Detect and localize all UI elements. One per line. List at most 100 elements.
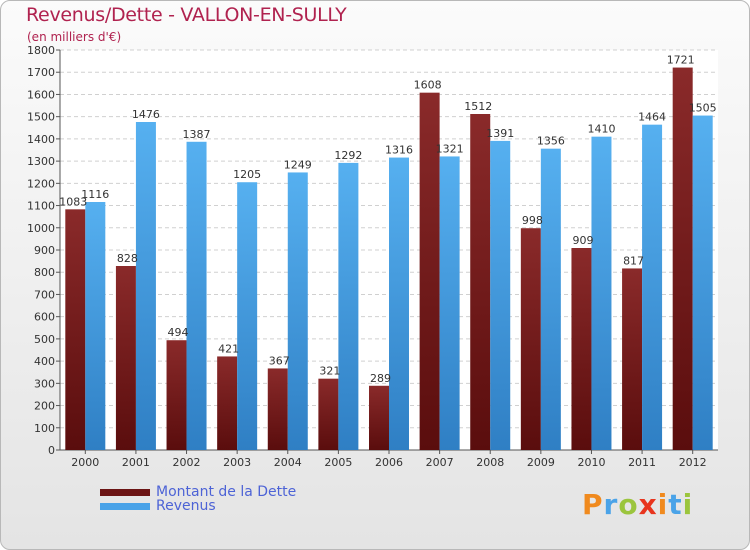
x-tick-label: 2005 — [324, 456, 352, 469]
y-tick-label: 400 — [34, 355, 55, 368]
data-label: 1721 — [667, 54, 695, 67]
data-label: 1512 — [464, 100, 492, 113]
x-tick-label: 2009 — [527, 456, 555, 469]
bar-revenus — [692, 115, 713, 451]
y-tick-label: 900 — [34, 244, 55, 257]
logo-letter: r — [603, 488, 619, 521]
x-tick-label: 2002 — [173, 456, 201, 469]
logo-letter: P — [582, 488, 604, 521]
logo-letter: o — [618, 488, 639, 521]
y-tick-label: 0 — [48, 444, 55, 457]
y-tick-label: 1500 — [27, 111, 55, 124]
data-label: 367 — [269, 354, 290, 367]
y-tick-label: 300 — [34, 377, 55, 390]
proxiti-logo: Proxiti — [582, 488, 693, 521]
data-label: 1116 — [81, 188, 109, 201]
bar-dette — [470, 114, 491, 450]
legend-swatch-revenus — [100, 503, 150, 510]
data-label: 998 — [522, 214, 543, 227]
data-label: 1391 — [486, 127, 514, 140]
bar-dette — [318, 378, 339, 450]
data-label: 909 — [572, 234, 593, 247]
bar-revenus — [237, 182, 258, 450]
legend-label-dette: Montant de la Dette — [156, 484, 297, 500]
data-label: 421 — [218, 342, 239, 355]
data-label: 1387 — [183, 128, 211, 141]
y-tick-label: 1000 — [27, 222, 55, 235]
legend-label-revenus: Revenus — [156, 498, 216, 514]
y-tick-label: 800 — [34, 266, 55, 279]
y-tick-label: 100 — [34, 422, 55, 435]
y-tick-label: 700 — [34, 288, 55, 301]
bar-revenus — [389, 157, 409, 451]
bar-revenus — [642, 124, 663, 451]
bar-revenus — [287, 172, 308, 450]
bar-dette — [166, 340, 187, 450]
bar-dette — [65, 209, 86, 450]
logo-letter: x — [638, 488, 658, 521]
data-label: 289 — [370, 372, 391, 385]
x-tick-label: 2007 — [426, 456, 454, 469]
bar-dette — [672, 67, 693, 451]
logo-letter: i — [657, 488, 669, 521]
bar-dette — [520, 228, 541, 450]
x-tick-label: 2000 — [71, 456, 99, 469]
legend-swatch-dette — [100, 489, 150, 496]
y-tick-label: 200 — [34, 400, 55, 413]
data-label: 1356 — [537, 135, 565, 148]
data-label: 828 — [117, 252, 138, 265]
bar-dette — [622, 268, 643, 450]
bar-revenus — [540, 148, 561, 450]
x-tick-label: 2010 — [577, 456, 605, 469]
bar-revenus — [135, 122, 156, 450]
bar-revenus — [186, 141, 207, 450]
x-tick-label: 2012 — [679, 456, 707, 469]
logo-letter: t — [668, 488, 683, 521]
bar-dette — [217, 356, 238, 450]
bar-dette — [115, 266, 136, 450]
data-label: 1476 — [132, 108, 160, 121]
data-label: 321 — [319, 365, 340, 378]
bar-revenus — [439, 156, 460, 450]
y-tick-label: 1100 — [27, 200, 55, 213]
bar-revenus — [490, 140, 511, 450]
x-tick-label: 2001 — [122, 456, 150, 469]
bar-revenus — [338, 162, 359, 450]
y-tick-label: 1800 — [27, 44, 55, 57]
chart-title: Revenus/Dette - VALLON-EN-SULLY — [26, 4, 347, 26]
data-label: 1205 — [233, 168, 261, 181]
data-label: 1410 — [587, 123, 615, 136]
bars — [65, 67, 713, 451]
data-label: 1464 — [638, 111, 666, 124]
bar-revenus — [85, 202, 106, 450]
data-label: 1316 — [385, 144, 413, 157]
y-tick-label: 1600 — [27, 88, 55, 101]
data-label: 494 — [168, 326, 189, 339]
bar-dette — [419, 92, 440, 451]
x-tick-label: 2006 — [375, 456, 403, 469]
x-tick-label: 2004 — [274, 456, 302, 469]
x-tick-label: 2003 — [223, 456, 251, 469]
chart-subtitle: (en milliers d'€) — [27, 30, 122, 44]
data-label: 1608 — [414, 79, 442, 92]
x-tick-label: 2008 — [476, 456, 504, 469]
logo-letter: i — [682, 488, 694, 521]
y-tick-label: 1300 — [27, 155, 55, 168]
data-label: 1083 — [59, 195, 87, 208]
x-tick-label: 2011 — [628, 456, 656, 469]
bar-dette — [369, 385, 389, 450]
y-tick-label: 600 — [34, 311, 55, 324]
bar-dette — [571, 248, 592, 450]
data-label: 1249 — [284, 158, 312, 171]
data-label: 1321 — [436, 142, 464, 155]
data-label: 1505 — [689, 102, 717, 115]
y-tick-label: 1200 — [27, 177, 55, 190]
bar-revenus — [591, 136, 612, 450]
y-tick-label: 1700 — [27, 66, 55, 79]
y-tick-label: 500 — [34, 333, 55, 346]
y-tick-label: 1400 — [27, 133, 55, 146]
bar-dette — [267, 368, 288, 450]
data-label: 817 — [623, 254, 644, 267]
